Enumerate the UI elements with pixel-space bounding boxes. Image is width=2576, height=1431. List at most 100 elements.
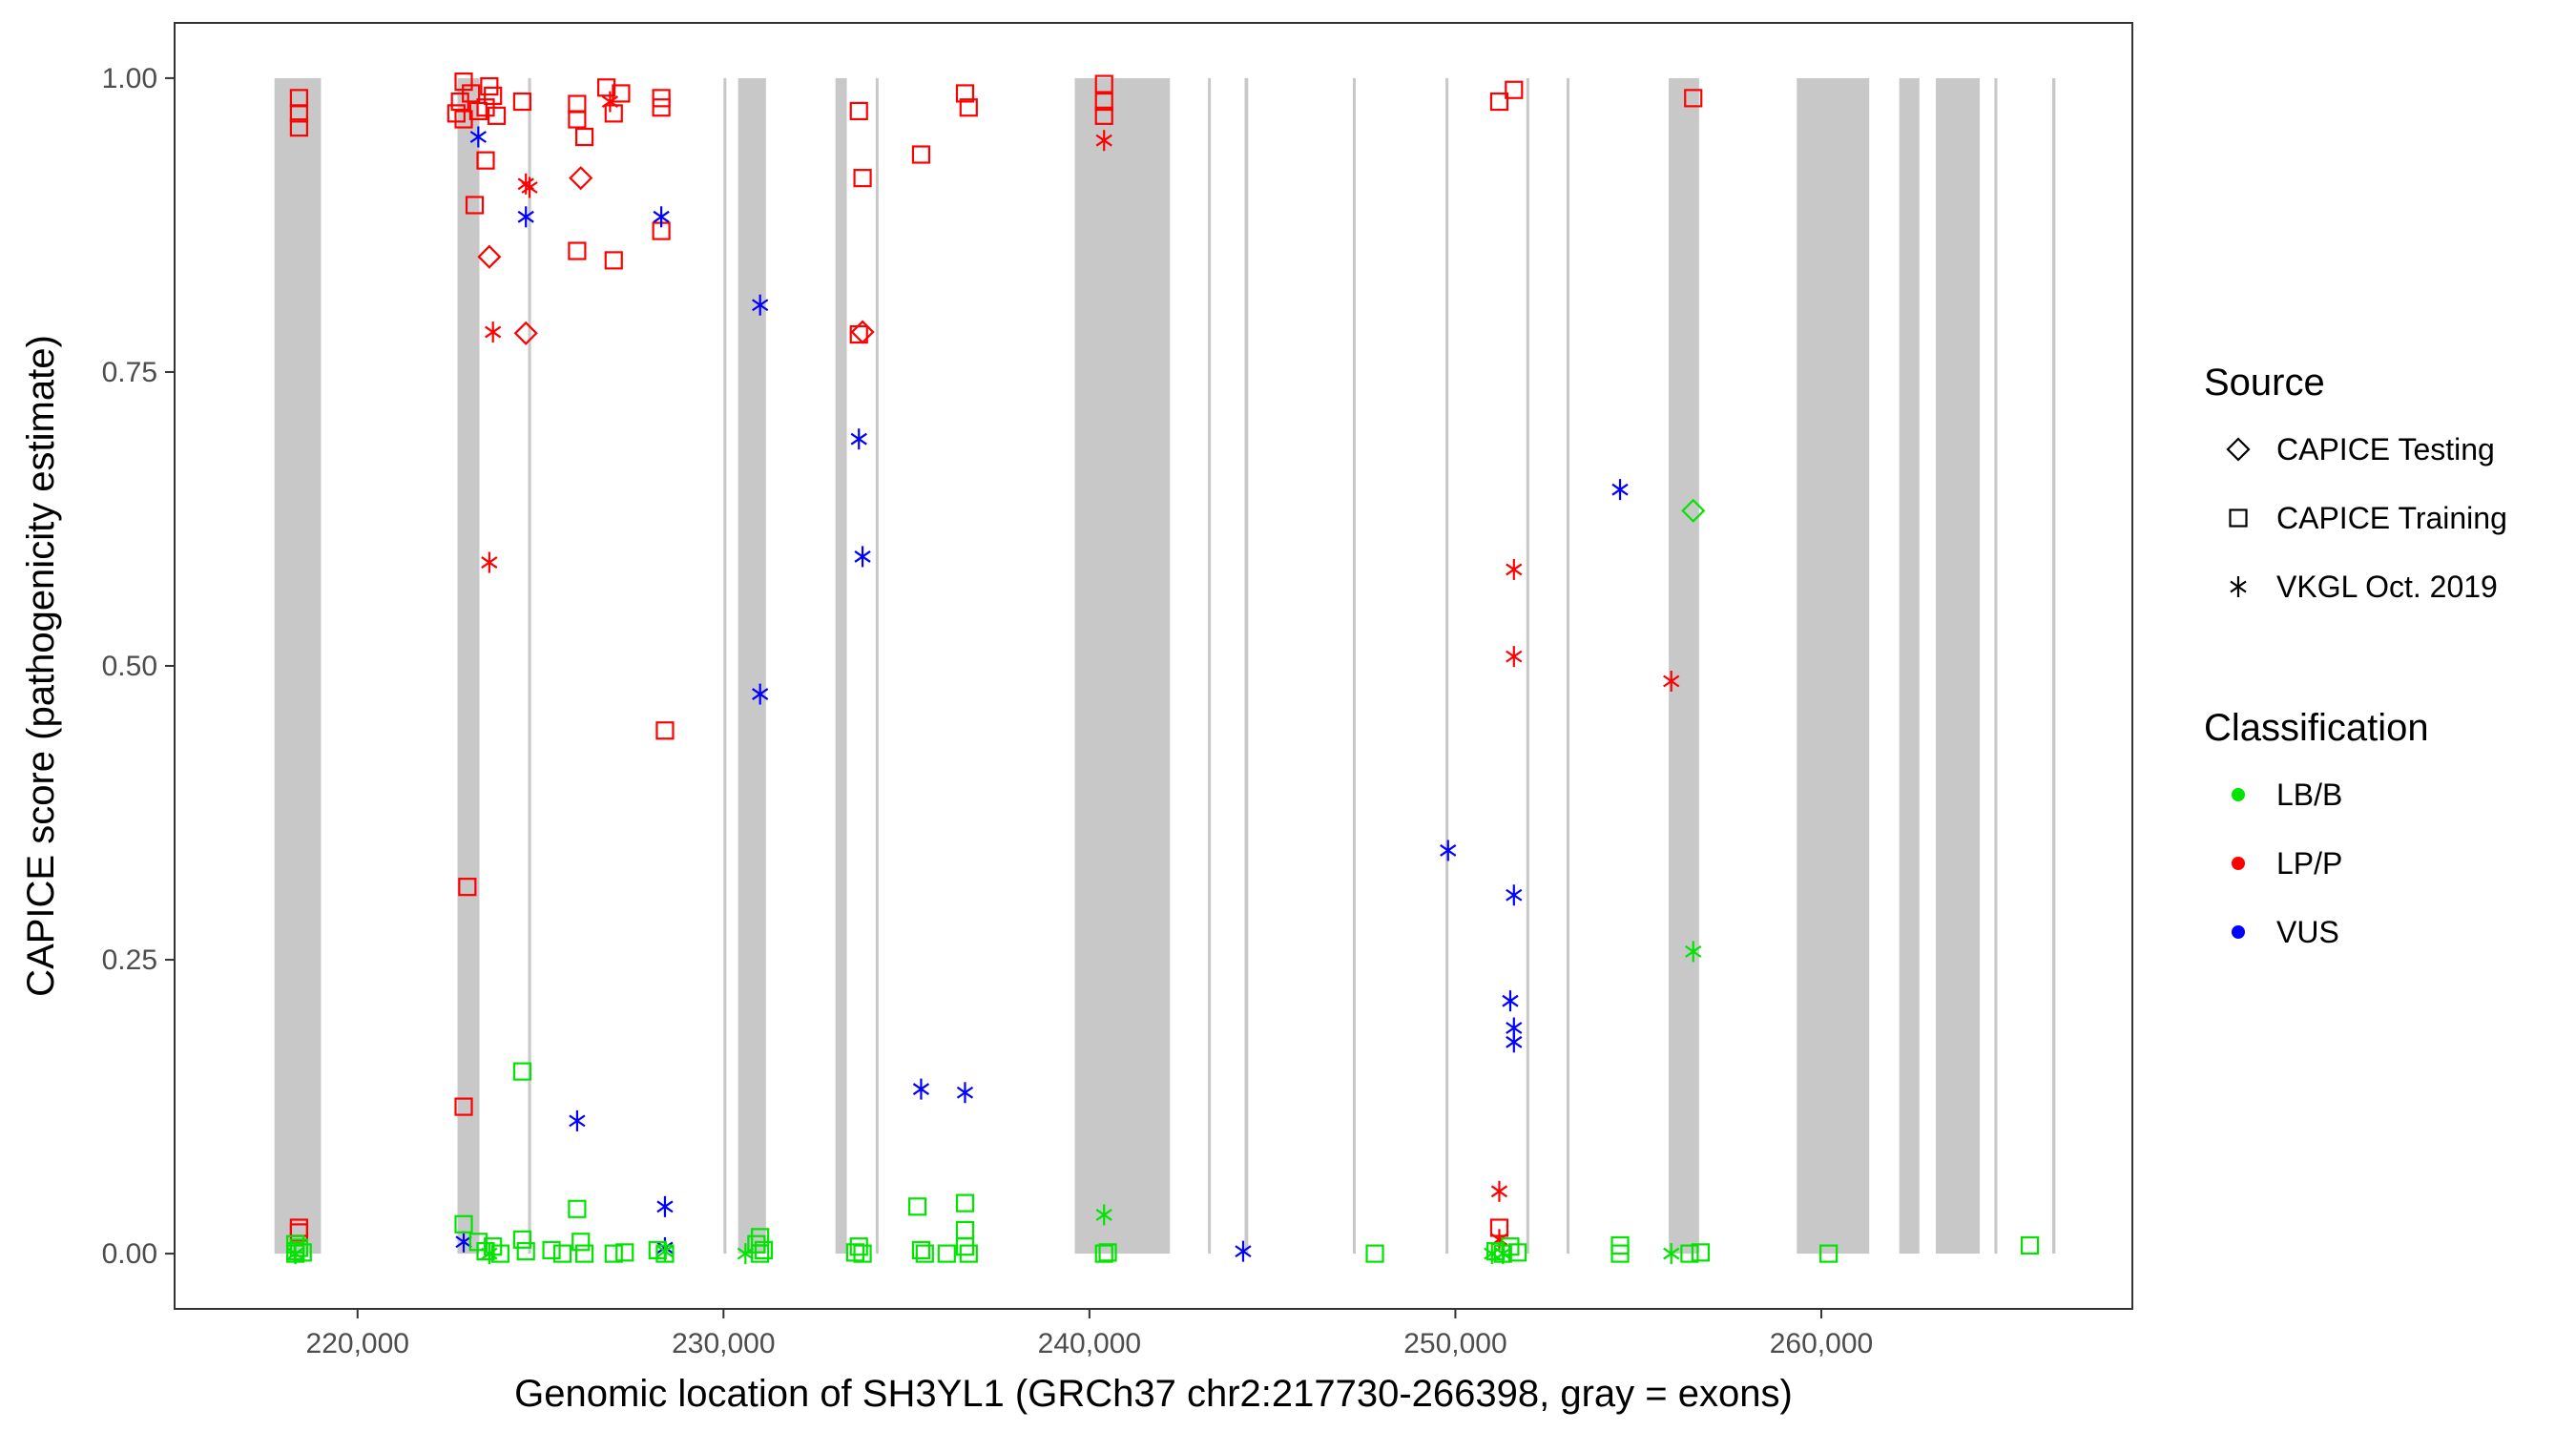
data-point bbox=[521, 176, 538, 198]
data-point bbox=[1681, 498, 1706, 523]
data-point bbox=[455, 1231, 472, 1253]
exon-band bbox=[1899, 77, 1920, 1255]
legend-classification-title: Classification bbox=[2204, 707, 2429, 749]
data-point bbox=[737, 1243, 754, 1265]
data-points bbox=[285, 73, 2040, 1265]
data-point bbox=[1235, 1240, 1252, 1262]
exon-band bbox=[1445, 77, 1449, 1255]
data-point bbox=[481, 1243, 498, 1265]
x-tick-label: 220,000 bbox=[306, 1328, 409, 1359]
exon-band bbox=[1208, 77, 1212, 1255]
legend: Source CAPICE Testing CAPICE Training VKGL… bbox=[2204, 362, 2507, 949]
legend-class-label: LB/B bbox=[2276, 778, 2342, 812]
exon-band bbox=[2052, 77, 2056, 1255]
legend-key-dot bbox=[2232, 788, 2245, 801]
data-point bbox=[1502, 990, 1519, 1012]
legend-source-title: Source bbox=[2204, 362, 2325, 404]
y-tick-label: 0.00 bbox=[102, 1238, 157, 1270]
data-point bbox=[959, 98, 978, 117]
data-point bbox=[596, 78, 616, 97]
data-point bbox=[1095, 1204, 1112, 1226]
legend-source-label: VKGL Oct. 2019 bbox=[2276, 570, 2498, 604]
data-point bbox=[854, 546, 871, 568]
x-tick-label: 230,000 bbox=[672, 1328, 775, 1359]
data-point bbox=[656, 1195, 674, 1217]
data-point bbox=[849, 1237, 868, 1256]
exon-band bbox=[1994, 77, 1998, 1255]
data-point bbox=[955, 84, 975, 103]
data-point bbox=[569, 166, 593, 191]
y-tick-label: 0.75 bbox=[102, 357, 157, 388]
data-point bbox=[552, 1244, 572, 1263]
exon-band bbox=[274, 77, 322, 1255]
data-point bbox=[1819, 1244, 1839, 1263]
data-point bbox=[959, 1244, 978, 1263]
exon-band bbox=[1797, 77, 1870, 1255]
data-point bbox=[1506, 1031, 1523, 1053]
data-point bbox=[568, 1199, 587, 1218]
exon-band bbox=[1936, 77, 1981, 1255]
data-point bbox=[462, 84, 481, 103]
data-point bbox=[574, 1244, 594, 1263]
x-axis: 220,000 230,000 240,000 250,000 260,000 bbox=[306, 1309, 1873, 1359]
data-point bbox=[490, 1244, 509, 1263]
data-point bbox=[1490, 1180, 1508, 1202]
exon-band bbox=[1074, 77, 1171, 1255]
data-point bbox=[512, 1062, 531, 1081]
data-point bbox=[1691, 1243, 1711, 1262]
data-point bbox=[1094, 106, 1113, 125]
data-point bbox=[1611, 479, 1629, 501]
data-point bbox=[1095, 130, 1112, 152]
y-axis-title: CAPICE score (pathogenicity estimate) bbox=[20, 335, 62, 997]
legend-classification-items: LB/B LP/P VUS bbox=[2232, 778, 2342, 949]
data-point bbox=[1508, 1243, 1527, 1262]
data-point bbox=[516, 1242, 535, 1261]
data-point bbox=[1365, 1244, 1384, 1263]
data-point bbox=[751, 1244, 770, 1263]
data-point bbox=[571, 1233, 591, 1252]
data-point bbox=[752, 294, 769, 316]
y-tick-label: 1.00 bbox=[102, 63, 157, 94]
data-point bbox=[513, 321, 538, 345]
data-point bbox=[1680, 1244, 1699, 1263]
exon-band bbox=[723, 77, 727, 1255]
x-tick-label: 250,000 bbox=[1403, 1328, 1506, 1359]
data-point bbox=[911, 145, 931, 164]
legend-class-label: VUS bbox=[2276, 915, 2339, 949]
data-point bbox=[1506, 646, 1523, 668]
exon-band bbox=[835, 77, 847, 1255]
legend-key-dot bbox=[2232, 857, 2245, 870]
data-point bbox=[454, 1097, 473, 1116]
data-point bbox=[1685, 941, 1702, 963]
data-point bbox=[481, 551, 498, 573]
data-point bbox=[850, 428, 867, 450]
data-point bbox=[1506, 558, 1523, 580]
data-point bbox=[476, 151, 495, 170]
data-point bbox=[655, 721, 675, 740]
y-axis: 0.00 0.25 0.50 0.75 1.00 bbox=[102, 63, 175, 1270]
data-point bbox=[1506, 884, 1523, 906]
x-tick-label: 240,000 bbox=[1038, 1328, 1141, 1359]
data-point bbox=[1663, 671, 1680, 693]
exon-band bbox=[1353, 77, 1357, 1255]
data-point bbox=[568, 110, 587, 129]
data-point bbox=[477, 244, 502, 269]
data-point bbox=[1440, 840, 1457, 861]
data-point bbox=[1505, 80, 1524, 99]
data-point bbox=[601, 91, 619, 113]
data-point bbox=[469, 126, 487, 148]
legend-key-square bbox=[2229, 508, 2248, 528]
data-point bbox=[853, 169, 872, 188]
data-point bbox=[2021, 1235, 2040, 1255]
data-point bbox=[289, 118, 309, 137]
data-point bbox=[912, 1078, 930, 1100]
data-point bbox=[937, 1244, 956, 1263]
data-point bbox=[512, 92, 531, 112]
legend-source-label: CAPICE Training bbox=[2276, 501, 2507, 535]
data-point bbox=[480, 76, 499, 96]
data-point bbox=[956, 1082, 974, 1104]
y-tick-label: 0.25 bbox=[102, 944, 157, 976]
legend-source-label: CAPICE Testing bbox=[2276, 432, 2495, 467]
data-point bbox=[955, 1193, 975, 1213]
